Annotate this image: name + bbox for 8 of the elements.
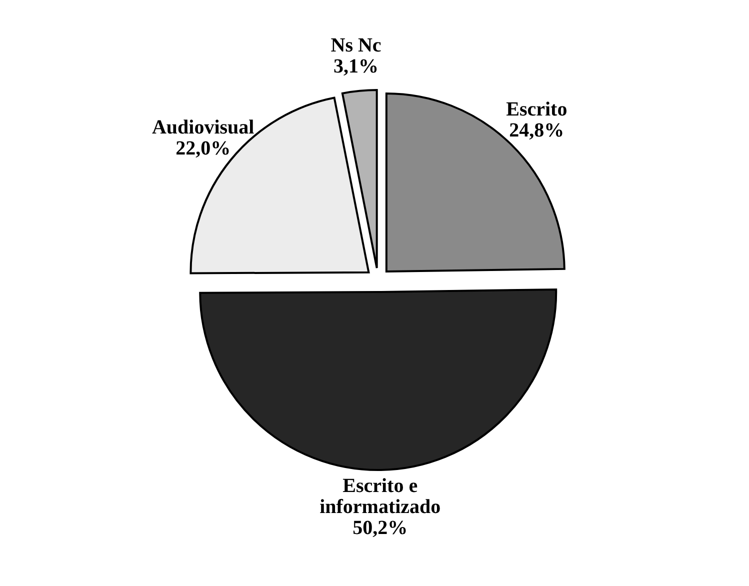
data-label: 3,1% [334,56,379,78]
data-label: 24,8% [509,120,564,142]
slice-label: Escrito e informatizado [320,474,441,518]
data-label: 50,2% [352,516,408,539]
slice-label: Audiovisual [152,116,255,138]
data-label: 22,0% [176,137,231,160]
slice-label: Escrito [506,98,568,121]
slice-label: Ns Nc [330,34,382,57]
